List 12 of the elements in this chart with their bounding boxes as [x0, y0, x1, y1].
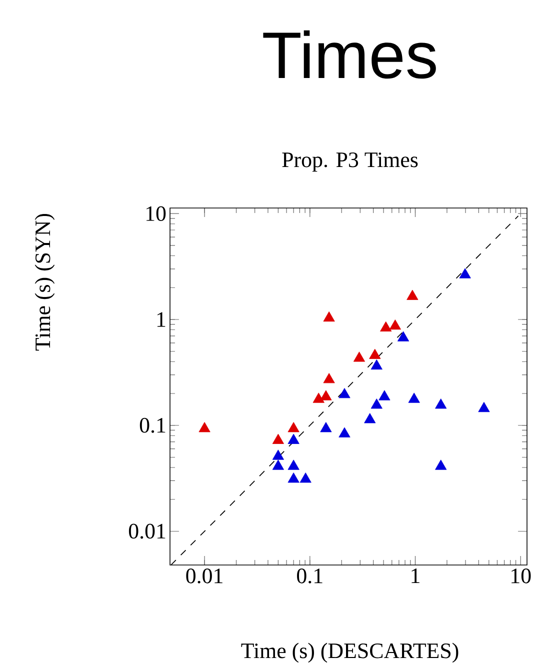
y-tick-label: 10: [146, 206, 166, 222]
y-tick-label: 0.01: [128, 524, 166, 539]
y-axis-title: Time (s) (SYN): [34, 214, 55, 351]
chart-subtitle: Prop. P3 Times: [282, 152, 418, 172]
x-axis-title: Time (s) (DESCARTES): [241, 642, 458, 663]
y-tick-label: 0.1: [140, 418, 166, 433]
chart-title: Times: [263, 30, 436, 79]
x-tick-label: 0.01: [186, 568, 222, 584]
x-tick-label: 10: [512, 568, 531, 584]
y-tick-label: 1: [157, 312, 166, 327]
x-tick-label: 0.1: [297, 568, 322, 584]
x-tick-label: 1: [412, 568, 420, 583]
